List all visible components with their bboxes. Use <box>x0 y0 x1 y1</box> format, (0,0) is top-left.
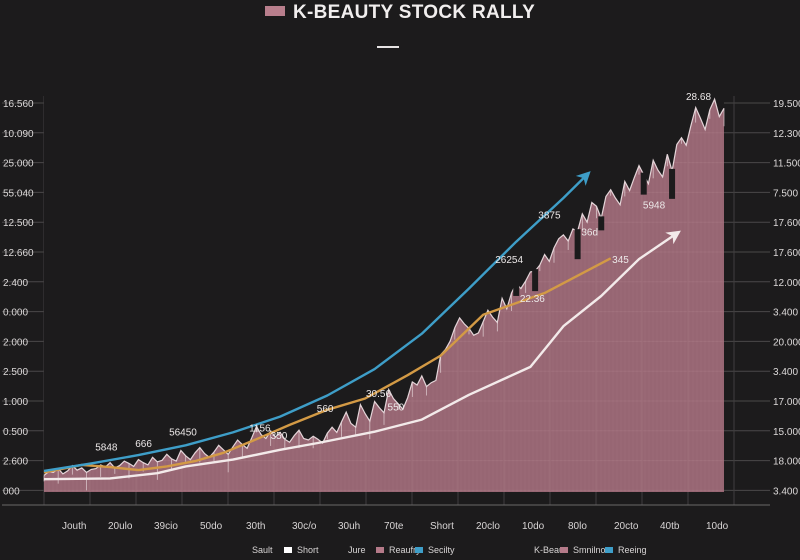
x-tick-label: 20cto <box>614 521 639 532</box>
right-axis-tick-label: 3.400 <box>773 308 798 319</box>
x-tick-label: 80lo <box>568 521 587 532</box>
right-axis-tick-label: 17.600 <box>773 248 800 259</box>
legend-swatch <box>521 547 529 553</box>
legend-item-label: K-Beaut <box>534 545 567 555</box>
data-label: 350 <box>271 431 288 442</box>
right-axis-tick-label: 18.000 <box>773 457 800 468</box>
legend-swatch <box>335 547 343 553</box>
x-tick-label: 40tb <box>660 521 680 532</box>
right-axis-tick-label: 17.600 <box>773 218 800 229</box>
x-tick-label: 30uh <box>338 521 360 532</box>
right-axis-tick-label: 7.500 <box>773 188 798 199</box>
price-area-fill <box>44 99 724 492</box>
x-tick-label: 30c/o <box>292 521 317 532</box>
legend-swatch <box>605 547 613 553</box>
legend-item-label: Sault <box>252 545 273 555</box>
legend-item-label: Jure <box>348 545 366 555</box>
orange-trend-line <box>43 257 612 474</box>
legend-swatch <box>376 547 384 553</box>
legend-item-label: Smnilno <box>573 545 606 555</box>
data-label: 3875 <box>538 210 561 221</box>
right-axis-tick-label: 12.000 <box>773 278 800 289</box>
data-label: 30.56 <box>366 389 391 400</box>
title-underline <box>377 46 399 48</box>
x-tick-label: 10do <box>522 521 545 532</box>
left-axis-tick-label: 55.040 <box>3 188 34 199</box>
left-axis-tick-label: 000 <box>3 486 20 497</box>
title-swatch <box>264 5 285 16</box>
white-trend-line <box>43 230 681 481</box>
legend-layer: Sault Short Jure Reaufry Secilty K-Beaut Smnil… <box>239 545 647 555</box>
left-axis-tick-label: 0.000 <box>3 308 28 319</box>
legend-swatch <box>239 547 247 553</box>
area-mask <box>44 90 724 476</box>
line-layer <box>43 97 725 491</box>
right-axis-tick-label: 3.400 <box>773 367 798 378</box>
chart-title-wrap: K-BEAUTY STOCK RALLY <box>0 2 800 24</box>
legend-swatch <box>415 547 423 553</box>
price-line <box>43 97 725 476</box>
data-label: 550 <box>388 403 405 414</box>
data-label: 26254 <box>495 255 523 266</box>
data-label: 560 <box>317 404 334 415</box>
left-axis-tick-label: 10.090 <box>3 129 34 140</box>
data-label: 5848 <box>95 443 118 454</box>
left-axis-tick-label: 2.600 <box>3 457 28 468</box>
blue-trend-line <box>43 171 591 473</box>
right-axis-tick-label: 12.300 <box>773 129 800 140</box>
x-tick-label: 20clo <box>476 521 500 532</box>
data-label: 1156 <box>249 424 271 435</box>
left-axis-tick-label: 0.500 <box>3 427 28 438</box>
candle-body <box>574 229 581 260</box>
x-tick-label: 70te <box>384 521 404 532</box>
left-axis-tick-label: 2.500 <box>3 367 28 378</box>
data-label: 666 <box>135 439 152 450</box>
right-axis-tick-label: 20.000 <box>773 337 800 348</box>
data-label: 345 <box>612 255 629 266</box>
legend-item-label: Short <box>297 545 319 555</box>
legend-item-label: Secilty <box>428 545 455 555</box>
data-label: 36d <box>581 228 598 239</box>
chart-title: K-BEAUTY STOCK RALLY <box>292 2 536 23</box>
area-layer <box>44 90 724 492</box>
x-tick-label: 50do <box>200 521 223 532</box>
candle-body <box>640 172 647 195</box>
left-axis-tick-label: 12.660 <box>3 248 34 259</box>
data-label: 28.68 <box>686 92 711 103</box>
right-axis-tick-label: 17.000 <box>773 397 800 408</box>
candle-body <box>669 168 676 199</box>
right-axis-tick-label: 3.400 <box>773 486 798 497</box>
right-axis-tick-label: 11.500 <box>773 159 800 170</box>
x-tick-label: Jouth <box>62 521 86 532</box>
candle-body <box>532 269 539 292</box>
label-layer: 16.560 19.500 10.090 12.300 25.000 11.500 55.0… <box>3 92 800 532</box>
data-label: 56450 <box>169 427 197 438</box>
legend-swatch <box>560 547 568 553</box>
left-axis-tick-label: 1.000 <box>3 397 28 408</box>
right-axis-tick-label: 19.500 <box>773 99 800 110</box>
legend-item-label: Reaufry <box>389 545 421 555</box>
right-axis-tick-label: 15.000 <box>773 427 800 438</box>
legend-item-label: Reeing <box>618 545 647 555</box>
legend-swatch <box>284 547 292 553</box>
x-tick-label: Short <box>430 521 454 532</box>
x-tick-label: 20ulo <box>108 521 133 532</box>
data-label: 5948 <box>643 201 666 212</box>
candle-body <box>598 216 605 231</box>
left-axis-tick-label: 16.560 <box>3 99 34 110</box>
x-tick-label: 10do <box>706 521 729 532</box>
candle-body <box>513 281 520 296</box>
left-axis-tick-label: 12.500 <box>3 218 34 229</box>
left-axis-tick-label: 25.000 <box>3 159 34 170</box>
x-tick-label: 39cio <box>154 521 178 532</box>
left-axis-tick-label: 2.000 <box>3 337 28 348</box>
left-axis-tick-label: 2.400 <box>3 278 28 289</box>
data-label: 22.36 <box>520 294 545 305</box>
x-tick-label: 30th <box>246 521 265 532</box>
